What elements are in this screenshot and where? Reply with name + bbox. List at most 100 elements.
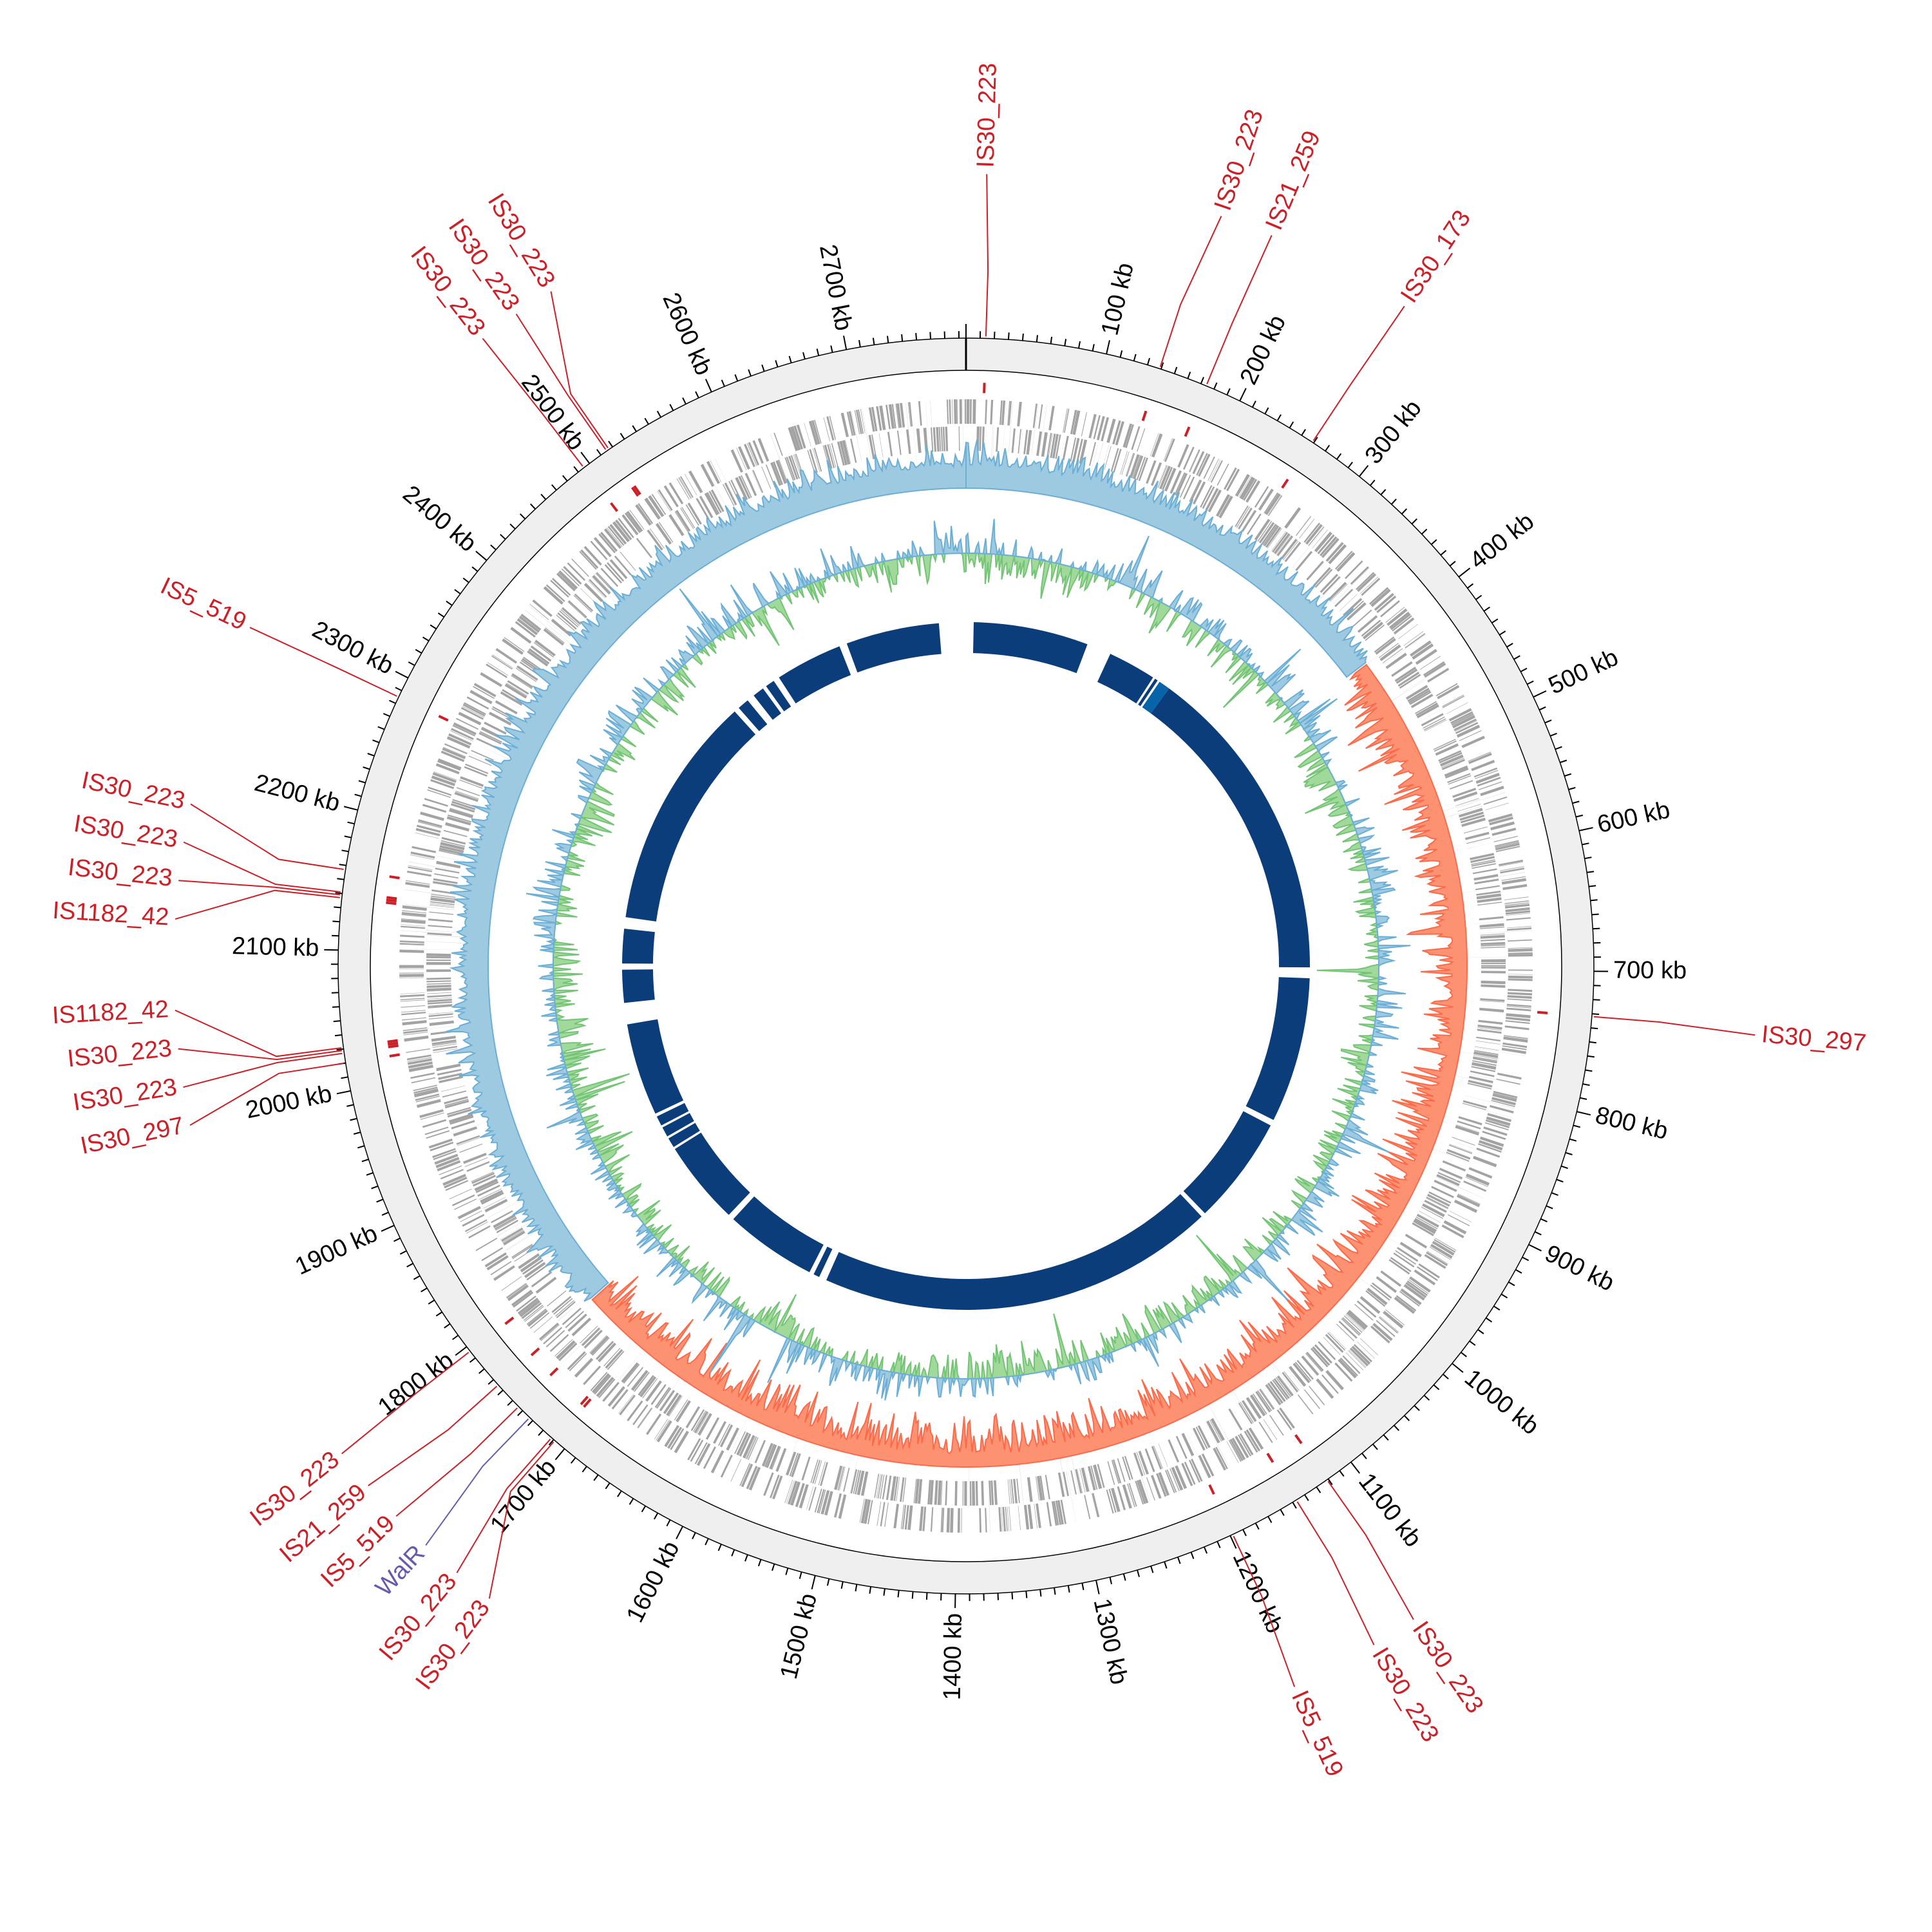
inner-ring-segment	[733, 1196, 824, 1273]
tick-label: 100 kb	[1096, 260, 1139, 338]
gc-content-track	[526, 518, 1411, 1401]
inner-ring-segment	[826, 1194, 1202, 1310]
feature-label: IS5_519	[156, 573, 251, 636]
leader-line	[178, 880, 341, 896]
tick-label: 1900 kb	[291, 1220, 382, 1280]
tick-label: 1100 kb	[1353, 1468, 1426, 1552]
is-element-mark	[1184, 426, 1191, 437]
is-element-mark	[583, 1398, 592, 1408]
leader-line	[1159, 216, 1222, 368]
inner-ring-segment	[766, 681, 791, 712]
leader-line	[183, 841, 341, 893]
tick-label: 400 kb	[1465, 507, 1540, 574]
tick-label: 2200 kb	[252, 770, 343, 817]
inner-ring-segment	[1142, 681, 1170, 714]
inner-ring-segment	[622, 969, 655, 1003]
genes-reverse-strand	[426, 426, 1506, 1506]
inner-ring-segment	[779, 646, 851, 704]
leader-line	[341, 1352, 469, 1455]
tick-label: 700 kb	[1613, 957, 1687, 985]
inner-ring-track	[622, 622, 1311, 1310]
inner-ring-segment	[1151, 688, 1311, 968]
is-element-mark	[1141, 410, 1148, 422]
inner-ring-segment	[627, 1019, 684, 1114]
tick-label: 1200 kb	[1227, 1547, 1289, 1637]
is-element-mark	[389, 875, 400, 880]
inner-ring-segment	[625, 711, 756, 922]
tick-label: 2500 kb	[516, 370, 590, 455]
feature-is1182-42[interactable]: IS1182_42	[52, 996, 398, 1057]
feature-label: IS30_223	[79, 767, 187, 815]
inner-ring-segment	[739, 700, 768, 732]
is-element-mark	[504, 1316, 515, 1325]
feature-label: IS30_223	[71, 1074, 178, 1116]
tick-label: 600 kb	[1595, 796, 1672, 838]
tick-label: 2700 kb	[814, 242, 857, 333]
inner-ring-segment	[674, 1132, 750, 1215]
is-element-mark	[580, 1396, 589, 1405]
leader-line	[1233, 1535, 1296, 1687]
tick-label: 1000 kb	[1459, 1364, 1544, 1440]
is-element-mark	[386, 898, 397, 903]
is-element-mark	[549, 1367, 559, 1377]
feature-label: IS30_223	[72, 810, 180, 853]
tick-label: 300 kb	[1360, 395, 1427, 469]
leader-line	[1206, 234, 1273, 384]
gc-skew-positive	[965, 439, 1368, 678]
inner-ring-segment	[1138, 678, 1158, 706]
inner-ring-segment	[973, 622, 1088, 674]
gc-skew-negative	[591, 663, 1468, 1468]
inner-ring-segment	[662, 1113, 694, 1137]
leader-line	[1327, 1481, 1414, 1620]
inner-ring-segment	[668, 1122, 700, 1148]
leader-line	[175, 1009, 342, 1057]
is-element-mark	[438, 715, 449, 722]
tick-label: 2100 kb	[232, 933, 319, 961]
is-element-mark	[530, 1347, 540, 1356]
leader-line	[425, 1418, 529, 1546]
leader-line	[515, 313, 607, 450]
gc-skew-positive	[446, 443, 967, 1302]
leader-line	[985, 174, 989, 337]
leader-line	[1296, 1501, 1375, 1645]
is-element-mark	[633, 485, 641, 495]
inner-ring-segment	[753, 688, 781, 720]
leader-line	[178, 1048, 343, 1061]
leader-line	[189, 1063, 344, 1126]
tick-label: 900 kb	[1540, 1240, 1618, 1296]
leader-line	[1593, 1016, 1756, 1036]
inner-ring-segment	[622, 929, 655, 964]
inner-ring-segment	[1183, 1111, 1271, 1213]
tick-label: 2300 kb	[308, 616, 397, 679]
is-element-mark	[388, 1044, 399, 1048]
leader-line	[395, 1407, 518, 1517]
is-element-mark	[387, 1039, 398, 1043]
is-element-mark	[983, 383, 986, 393]
is-element-mark	[387, 1041, 399, 1046]
is-element-mark	[389, 1053, 400, 1057]
tick-label: 1500 kb	[775, 1591, 822, 1681]
position-ring	[337, 337, 1595, 1595]
leader-line	[550, 291, 609, 448]
is-element-mark	[1281, 478, 1289, 489]
tick-label: 1800 kb	[373, 1347, 459, 1421]
inner-ring-segment	[846, 623, 942, 673]
leader-line	[488, 1441, 554, 1599]
feature-label: IS21_259	[1260, 127, 1326, 234]
tick-label: 800 kb	[1593, 1102, 1671, 1145]
feature-label: IS1182_42	[52, 897, 169, 931]
tick-label: 500 kb	[1544, 644, 1622, 700]
leader-line	[456, 1439, 551, 1573]
leader-line	[190, 803, 344, 870]
tick-label: 1400 kb	[939, 1613, 967, 1701]
tick-label: 2600 kb	[657, 289, 717, 379]
feature-is30-223[interactable]: IS30_223	[972, 62, 1002, 393]
inner-ring-segment	[656, 1103, 689, 1126]
is-element-mark	[630, 486, 639, 497]
is-element-mark	[610, 502, 618, 513]
tick-label: 1700 kb	[485, 1454, 562, 1539]
feature-label: IS30_297	[78, 1112, 186, 1160]
tick-label: 2400 kb	[397, 480, 481, 557]
feature-label: IS30_223	[1209, 106, 1269, 214]
